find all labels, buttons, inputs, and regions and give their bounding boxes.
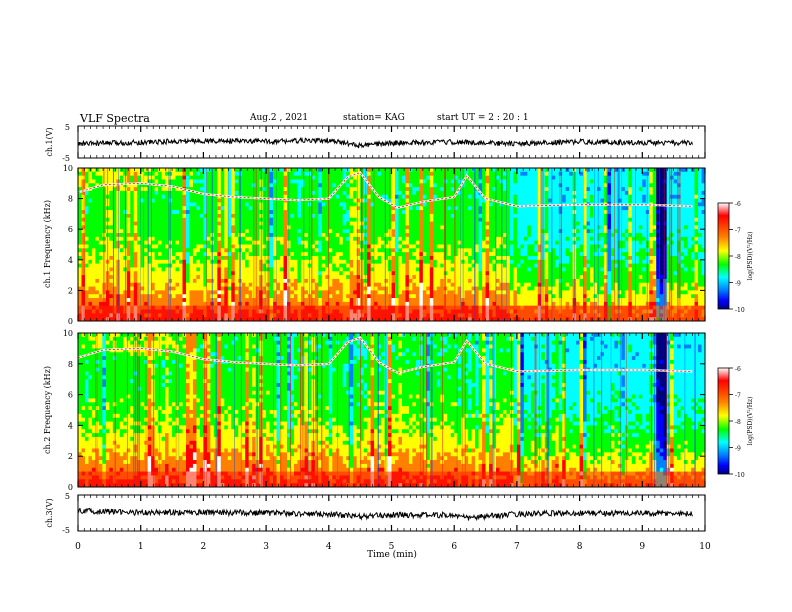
ytick-label: 2 [68,452,73,461]
ch1-yticks: 0 2 4 6 8 10 [63,164,705,326]
ch2-colorbar-scale [717,367,730,475]
ch3-waveform-line [77,507,693,522]
ytick-label: 8 [68,360,73,369]
time-axis: 0 1 2 3 4 5 6 7 8 9 10 [75,126,711,552]
ytick-label: 4 [68,421,73,430]
ch2-spectrogram-image [78,333,706,488]
ytick-label: 0 [68,483,73,492]
ch1-ytick-top: 5 [65,123,70,132]
ch1-transmitter-trace-red [77,172,693,209]
xtick-label: 6 [451,542,457,552]
ytick-label: 10 [63,329,73,338]
station-label: station= KAG [343,113,405,123]
xtick-label: 9 [639,542,645,552]
ytick-label: 4 [68,256,73,265]
xtick-label: 1 [138,542,144,552]
colorbar-tick-label: -7 [735,228,741,235]
date-label: Aug.2 , 2021 [250,113,309,123]
ch2-colorbar-label: log(PSD)(V²/Hz) [747,397,754,446]
ch2-colorbar-ticks: -6 -7 -8 -9 -10 [729,366,745,479]
ytick-label: 6 [68,225,73,234]
ytick-label: 6 [68,391,73,400]
ch2-yticks: 0 2 4 6 8 10 [63,329,705,492]
ch1-colorbar-label: log(PSD)(V²/Hz) [747,232,754,281]
colorbar-tick-label: -7 [735,393,741,400]
xtick-label: 0 [75,542,81,552]
ch1-spectrogram-panel: 0 2 4 6 8 10 ch.1 Frequency (kHz) [43,164,706,326]
colorbar-tick-label: -10 [735,472,745,479]
xaxis-label: Time (min) [367,549,417,560]
xtick-label: 5 [389,542,395,552]
ytick-label: 8 [68,195,73,204]
colorbar-tick-label: -8 [735,419,741,426]
colorbar-tick-label: -8 [735,254,741,261]
ch2-colorbar: -6 -7 -8 -9 -10 log(PSD)(V²/Hz) [717,366,754,479]
xtick-label: 8 [577,542,583,552]
ch1-ylabel: ch.1(V) [45,127,54,156]
xtick-label: 3 [263,542,269,552]
ch1-ytick-bottom: -5 [62,154,70,163]
ch3-ytick-bottom: -5 [62,526,70,535]
ch1-spectrogram-image [78,168,706,322]
colorbar-tick-label: -6 [735,366,741,373]
colorbar-tick-label: -10 [735,307,745,314]
ch1-waveform-line [77,136,693,149]
ch2-transmitter-trace-red [77,337,693,374]
ytick-label: 2 [68,286,73,295]
colorbar-tick-label: -6 [735,201,741,208]
plot-title: VLF Spectra [80,112,150,125]
start-time-label: start UT = 2 : 20 : 1 [437,113,529,123]
ch1-colorbar-scale [717,202,730,310]
ch3-waveform-panel: 5 -5 ch.3(V) [45,492,706,535]
xtick-label: 7 [514,542,520,552]
ch1-colorbar-ticks: -6 -7 -8 -9 -10 [729,201,745,314]
ch2-freq-ylabel: ch.2 Frequency (kHz) [43,366,52,454]
colorbar-tick-label: -9 [735,281,741,288]
ytick-label: 10 [63,164,73,173]
ytick-label: 0 [68,317,73,326]
ch1-waveform-panel: 5 -5 ch.1(V) [45,123,706,163]
ch2-spectrogram-panel: 0 2 4 6 8 10 ch.2 Frequency (kHz) [43,329,706,492]
colorbar-tick-label: -9 [735,446,741,453]
ch1-freq-ylabel: ch.1 Frequency (kHz) [43,200,52,288]
xtick-label: 10 [699,542,711,552]
ch1-colorbar: -6 -7 -8 -9 -10 log(PSD)(V²/Hz) [717,201,754,314]
xtick-label: 2 [201,542,207,552]
ch3-ytick-top: 5 [65,492,70,501]
xtick-label: 4 [326,542,332,552]
ch3-ylabel: ch.3(V) [45,498,54,527]
